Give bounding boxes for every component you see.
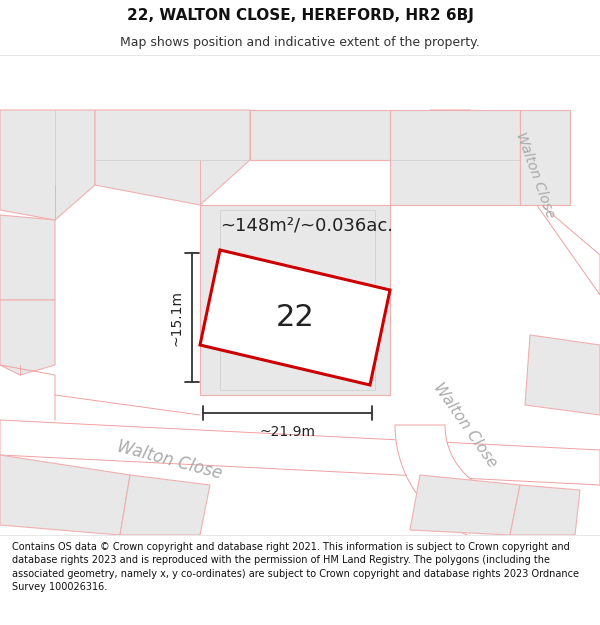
Text: Walton Close: Walton Close	[430, 380, 500, 470]
Text: Contains OS data © Crown copyright and database right 2021. This information is : Contains OS data © Crown copyright and d…	[12, 542, 579, 592]
Polygon shape	[410, 475, 520, 535]
Text: 22, WALTON CLOSE, HEREFORD, HR2 6BJ: 22, WALTON CLOSE, HEREFORD, HR2 6BJ	[127, 8, 473, 23]
Polygon shape	[220, 210, 375, 390]
Text: 22: 22	[275, 303, 314, 332]
Polygon shape	[390, 110, 520, 205]
Polygon shape	[430, 110, 600, 295]
Text: ~21.9m: ~21.9m	[260, 425, 316, 439]
Polygon shape	[0, 110, 95, 220]
Polygon shape	[95, 110, 250, 205]
Polygon shape	[510, 485, 580, 535]
Polygon shape	[250, 110, 390, 160]
Polygon shape	[200, 205, 390, 395]
Text: ~148m²/~0.036ac.: ~148m²/~0.036ac.	[220, 216, 393, 234]
Polygon shape	[0, 455, 130, 535]
Text: ~15.1m: ~15.1m	[170, 289, 184, 346]
Polygon shape	[0, 300, 55, 375]
Polygon shape	[120, 475, 210, 535]
Polygon shape	[395, 425, 515, 545]
Text: Walton Close: Walton Close	[115, 438, 224, 483]
Polygon shape	[520, 110, 570, 205]
Polygon shape	[0, 420, 600, 485]
Polygon shape	[525, 335, 600, 415]
Polygon shape	[200, 250, 390, 385]
Text: Map shows position and indicative extent of the property.: Map shows position and indicative extent…	[120, 36, 480, 49]
Polygon shape	[0, 215, 55, 300]
Text: Walton Close: Walton Close	[513, 130, 557, 220]
